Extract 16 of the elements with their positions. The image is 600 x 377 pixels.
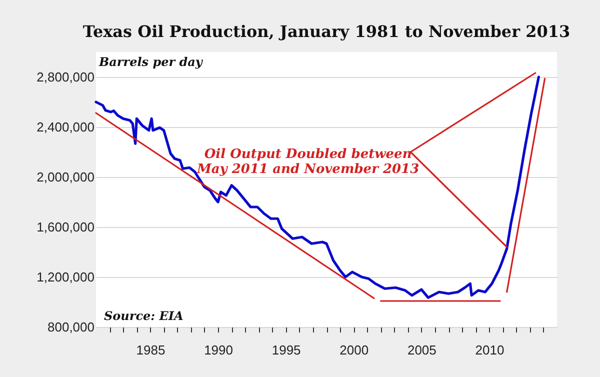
y-tick-label: 1,200,000 bbox=[36, 270, 94, 284]
chart-title: Texas Oil Production, January 1981 to November 2013 bbox=[82, 22, 570, 41]
x-tick-label: 2000 bbox=[340, 342, 369, 358]
x-tick-label: 2010 bbox=[475, 342, 504, 358]
y-tick-label: 1,600,000 bbox=[36, 220, 94, 234]
x-tick-label: 2005 bbox=[407, 342, 436, 358]
y-tick-label: 2,000,000 bbox=[36, 170, 94, 184]
y-tick-label: 800,000 bbox=[48, 320, 94, 334]
y-tick-label: 2,400,000 bbox=[36, 120, 94, 134]
y-tick-label: 2,800,000 bbox=[36, 70, 94, 84]
annotation: Source: EIA bbox=[104, 309, 184, 323]
x-tick-label: 1990 bbox=[204, 342, 233, 358]
x-tick-label: 1985 bbox=[136, 342, 166, 358]
annotation: Oil Output Doubled between May 2011 and November 2013 bbox=[196, 146, 420, 177]
y-axis-title: Barrels per day bbox=[98, 55, 204, 69]
x-tick-label: 1995 bbox=[272, 342, 301, 358]
